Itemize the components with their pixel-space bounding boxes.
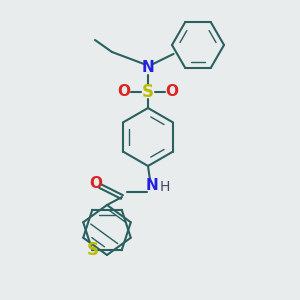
- Text: O: O: [89, 176, 103, 191]
- Text: H: H: [160, 180, 170, 194]
- Text: N: N: [146, 178, 158, 194]
- Text: S: S: [86, 241, 98, 259]
- Text: S: S: [142, 83, 154, 101]
- Text: O: O: [166, 85, 178, 100]
- Text: N: N: [142, 61, 154, 76]
- Text: O: O: [118, 85, 130, 100]
